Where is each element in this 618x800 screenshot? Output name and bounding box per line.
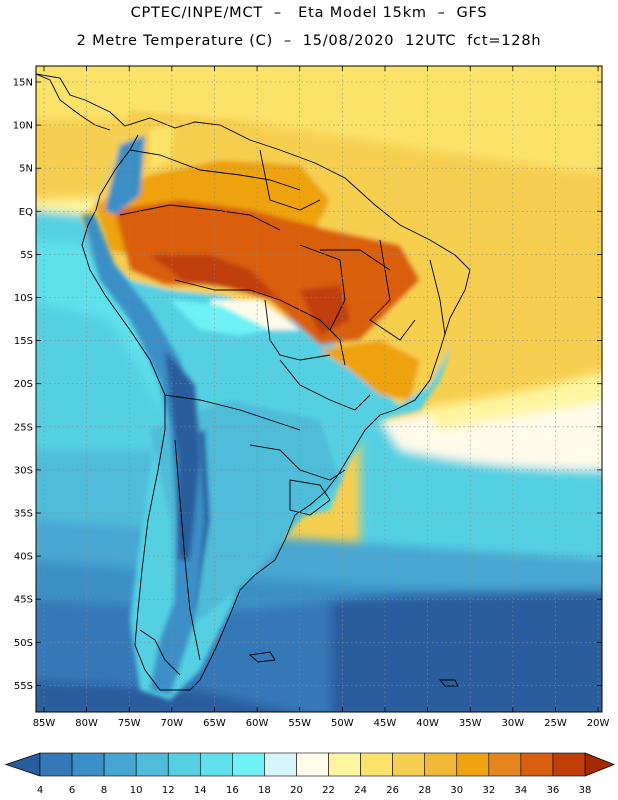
lat-label: 50S bbox=[14, 638, 33, 649]
colorbar-tick-label: 38 bbox=[579, 785, 592, 796]
lon-label: 20W bbox=[587, 718, 610, 729]
lon-label: 50W bbox=[331, 718, 354, 729]
colorbar: 4 6 8 10 12 14 16 18 20 22 24 26 28 30 32 34 36 38 bbox=[4, 752, 616, 796]
lon-label: 45W bbox=[374, 718, 397, 729]
map-field bbox=[36, 66, 602, 712]
lat-label: 35S bbox=[14, 509, 33, 520]
colorbar-swatch bbox=[392, 752, 426, 777]
axis-ticks bbox=[36, 66, 602, 712]
lat-label: 45S bbox=[14, 595, 33, 606]
lon-label: 75W bbox=[118, 718, 141, 729]
lat-label: 30S bbox=[14, 465, 33, 476]
colorbar-tick-label: 22 bbox=[322, 785, 335, 796]
lat-label: 10S bbox=[14, 293, 33, 304]
colorbar-tick-label: 14 bbox=[194, 785, 207, 796]
colorbar-tick-label: 30 bbox=[450, 785, 463, 796]
colorbar-tick-label: 26 bbox=[386, 785, 399, 796]
lon-label: 70W bbox=[161, 718, 184, 729]
lon-label: 30W bbox=[502, 718, 525, 729]
lat-label: 10N bbox=[13, 121, 33, 132]
chart-title-line-1: CPTEC/INPE/MCT – Eta Model 15km – GFS bbox=[130, 5, 488, 21]
lon-label: 55W bbox=[288, 718, 311, 729]
colorbar-tick-label: 28 bbox=[418, 785, 431, 796]
lon-label: 40W bbox=[416, 718, 439, 729]
lat-label: 5N bbox=[19, 164, 33, 175]
colorbar-swatch bbox=[135, 752, 169, 777]
colorbar-tick-label: 20 bbox=[290, 785, 303, 796]
colorbar-swatch bbox=[232, 752, 265, 777]
colorbar-swatch bbox=[328, 752, 361, 777]
colorbar-tick-label: 34 bbox=[515, 785, 528, 796]
colorbar-swatch bbox=[39, 752, 73, 777]
colorbar-swatch bbox=[456, 752, 490, 777]
lon-label: 25W bbox=[544, 718, 567, 729]
colorbar-tick-label: 18 bbox=[258, 785, 271, 796]
lat-label: EQ bbox=[19, 207, 33, 218]
lon-label: 35W bbox=[459, 718, 482, 729]
colorbar-swatch bbox=[71, 752, 105, 777]
lat-label: 15N bbox=[13, 78, 33, 89]
colorbar-tick-label: 8 bbox=[101, 785, 107, 796]
longitude-labels: 85W 80W 75W 70W 65W 60W 55W 50W 45W 40W 35W 30W 25W 2… bbox=[33, 718, 610, 729]
lat-label: 55S bbox=[14, 681, 33, 692]
colorbar-swatch bbox=[167, 752, 201, 777]
colorbar-tick-label: 32 bbox=[482, 785, 495, 796]
lat-label: 40S bbox=[14, 552, 33, 563]
chart-title-line-2: 2 Metre Temperature (C) – 15/08/2020 12U… bbox=[76, 33, 542, 49]
coastlines-and-borders bbox=[36, 73, 471, 691]
lon-label: 60W bbox=[246, 718, 269, 729]
colorbar-swatch bbox=[520, 752, 554, 777]
lat-label: 25S bbox=[14, 422, 33, 433]
colorbar-swatch bbox=[552, 752, 586, 777]
colorbar-tick-label: 36 bbox=[547, 785, 560, 796]
lon-label: 80W bbox=[75, 718, 98, 729]
colorbar-tick-label: 4 bbox=[37, 785, 43, 796]
colorbar-swatch bbox=[360, 752, 393, 777]
colorbar-swatch bbox=[296, 752, 329, 777]
colorbar-swatch bbox=[103, 752, 137, 777]
colorbar-tick-label: 16 bbox=[226, 785, 239, 796]
colorbar-arrow-low bbox=[4, 752, 41, 777]
lon-label: 85W bbox=[33, 718, 56, 729]
lat-label: 20S bbox=[14, 379, 33, 390]
lat-label: 15S bbox=[14, 336, 33, 347]
colorbar-swatch bbox=[424, 752, 458, 777]
colorbar-swatch bbox=[199, 752, 233, 777]
colorbar-tick-label: 10 bbox=[130, 785, 143, 796]
lon-label: 65W bbox=[203, 718, 226, 729]
latitude-labels: 15N 10N 5N EQ 5S 10S 15S 20S 25S 30S 35S 40S 45S 50S 5… bbox=[13, 78, 33, 692]
colorbar-swatch bbox=[264, 752, 297, 777]
colorbar-tick-label: 12 bbox=[162, 785, 175, 796]
colorbar-arrow-high bbox=[584, 752, 616, 777]
lat-label: 5S bbox=[20, 250, 33, 261]
colorbar-tick-label: 24 bbox=[354, 785, 367, 796]
colorbar-swatch bbox=[488, 752, 522, 777]
map-frame bbox=[35, 65, 603, 713]
colorbar-tick-label: 6 bbox=[69, 785, 75, 796]
